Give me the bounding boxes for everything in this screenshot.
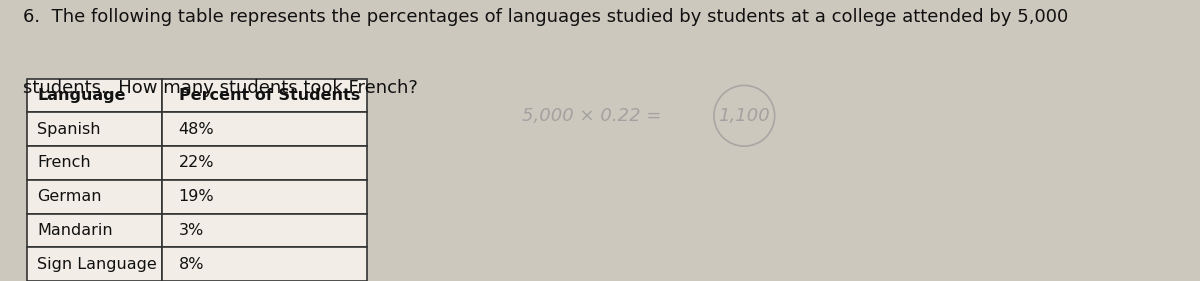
Text: 5,000 × 0.22 =: 5,000 × 0.22 = (522, 107, 661, 125)
Text: 1,100: 1,100 (719, 107, 770, 125)
Text: students.  How many students took French?: students. How many students took French? (24, 79, 419, 97)
Text: 6.  The following table represents the percentages of languages studied by stude: 6. The following table represents the pe… (24, 8, 1069, 26)
